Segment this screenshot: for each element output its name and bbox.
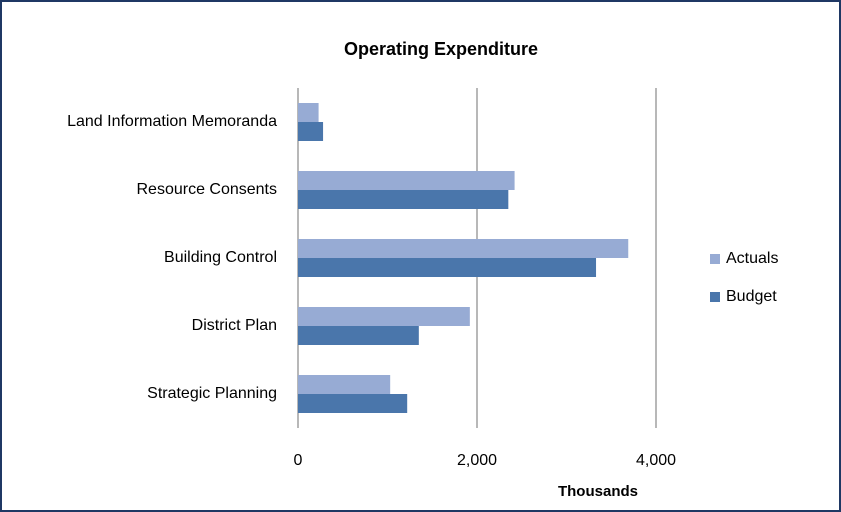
x-tick-label: 0 — [294, 452, 303, 469]
bar — [298, 394, 408, 413]
y-tick-label: Strategic Planning — [147, 385, 277, 402]
bar — [298, 258, 597, 277]
bar — [298, 190, 509, 209]
x-tick-label: 2,000 — [457, 452, 497, 469]
chart-title: Operating Expenditure — [344, 39, 538, 59]
y-tick-label: Building Control — [164, 249, 277, 266]
bar — [298, 122, 324, 141]
y-tick-label: District Plan — [192, 317, 277, 334]
legend-swatch — [710, 292, 720, 302]
bar — [298, 239, 629, 258]
y-tick-label: Land Information Memoranda — [67, 113, 277, 130]
legend-label: Actuals — [726, 250, 778, 267]
x-axis-title: Thousands — [558, 483, 638, 500]
bar — [298, 307, 470, 326]
bar — [298, 103, 319, 122]
legend-swatch — [710, 254, 720, 264]
bar — [298, 326, 419, 345]
x-tick-label: 4,000 — [636, 452, 676, 469]
bar — [298, 171, 515, 190]
bar — [298, 375, 391, 394]
legend-label: Budget — [726, 288, 777, 305]
y-tick-label: Resource Consents — [136, 181, 277, 198]
